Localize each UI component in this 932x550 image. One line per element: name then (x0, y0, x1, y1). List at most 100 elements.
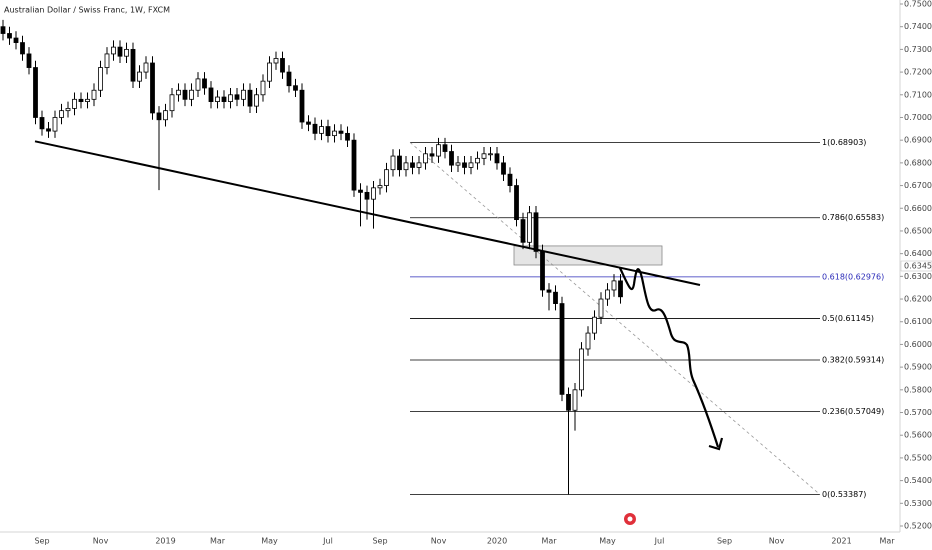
candle (78, 92, 84, 109)
x-tick-label: 2020 (487, 537, 507, 546)
candle (46, 122, 51, 138)
candle-body (358, 189, 363, 193)
candle (566, 387, 571, 495)
candle (585, 326, 591, 356)
candle (33, 60, 38, 125)
candle-body (488, 153, 493, 156)
candle-body (33, 67, 38, 118)
candle-body (150, 62, 155, 114)
candle (527, 205, 532, 250)
candle-body (293, 85, 298, 91)
last-price-box (900, 260, 932, 272)
candle (286, 65, 292, 93)
candle-body (156, 112, 162, 121)
candle-body (579, 348, 584, 391)
candle-body (475, 157, 480, 164)
candle (215, 90, 220, 109)
candle (176, 83, 181, 102)
candle (13, 31, 19, 50)
candle (514, 178, 519, 227)
candle (98, 60, 103, 98)
forecast-arrow (619, 267, 720, 448)
candle-body (572, 389, 578, 411)
candle-body (449, 151, 454, 166)
x-tick-label: Mar (879, 537, 895, 546)
candle (605, 283, 610, 306)
candle-body (514, 185, 519, 221)
candle-body (403, 162, 409, 171)
candle-body (299, 89, 305, 123)
candle (267, 56, 272, 88)
candle (403, 156, 409, 177)
candle (7, 26, 12, 45)
candle-body (559, 303, 565, 395)
candle (241, 83, 246, 107)
candle-body (455, 162, 461, 166)
candle-body (429, 153, 435, 157)
candle (468, 156, 474, 175)
candle-body (163, 110, 168, 121)
candle (137, 65, 142, 88)
x-tick-label: Nov (769, 537, 785, 546)
candle-body (325, 126, 331, 137)
x-tick-label: 2021 (831, 537, 851, 546)
candle-body (20, 42, 25, 55)
candle-body (169, 94, 175, 112)
candle-body (319, 126, 324, 134)
candle-body (520, 219, 526, 243)
x-tick-label: Jul (322, 537, 333, 546)
candle-body (202, 78, 207, 89)
x-tick-label: Sep (717, 537, 732, 546)
x-tick-label: Sep (372, 537, 387, 546)
candle-body (137, 71, 142, 82)
candle (338, 124, 344, 141)
candle (618, 274, 623, 304)
candle-body (143, 62, 149, 73)
candle (260, 74, 266, 102)
candle-body (117, 46, 123, 57)
candle-body (228, 94, 233, 102)
candle (475, 151, 480, 170)
candle-body (371, 187, 376, 200)
candle (611, 274, 617, 297)
candle (423, 146, 428, 170)
candle-body (540, 250, 545, 291)
candle (416, 156, 422, 175)
candle-body (46, 128, 51, 132)
candle-body (91, 89, 97, 100)
candle-body (618, 280, 623, 298)
candle-body (176, 89, 181, 96)
candle (85, 92, 90, 109)
candle (410, 156, 415, 175)
candle (0, 19, 6, 41)
candle-body (364, 191, 370, 200)
candle (254, 87, 259, 113)
candle-body (254, 94, 259, 107)
candle (449, 144, 454, 172)
candle (202, 72, 207, 95)
candle (494, 146, 500, 170)
candle (436, 137, 441, 163)
candle (325, 119, 331, 143)
candle (455, 156, 461, 172)
candle-body (598, 298, 604, 318)
candle (377, 178, 383, 195)
candle (384, 162, 389, 193)
candle (559, 296, 565, 402)
candle (247, 83, 253, 113)
fib-label: 0.786(0.65583) (822, 213, 884, 222)
candle-body (397, 155, 402, 171)
candle-body (468, 162, 474, 168)
candle-body (59, 110, 64, 118)
